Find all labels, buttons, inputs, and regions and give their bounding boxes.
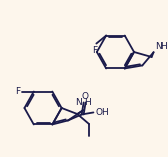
Text: O: O (81, 92, 88, 101)
Text: F: F (92, 46, 97, 54)
Text: F: F (15, 87, 20, 96)
Text: N: N (75, 98, 82, 107)
Text: H: H (160, 42, 167, 51)
Text: H: H (84, 98, 91, 107)
Text: N: N (156, 42, 162, 51)
Text: OH: OH (95, 108, 109, 117)
